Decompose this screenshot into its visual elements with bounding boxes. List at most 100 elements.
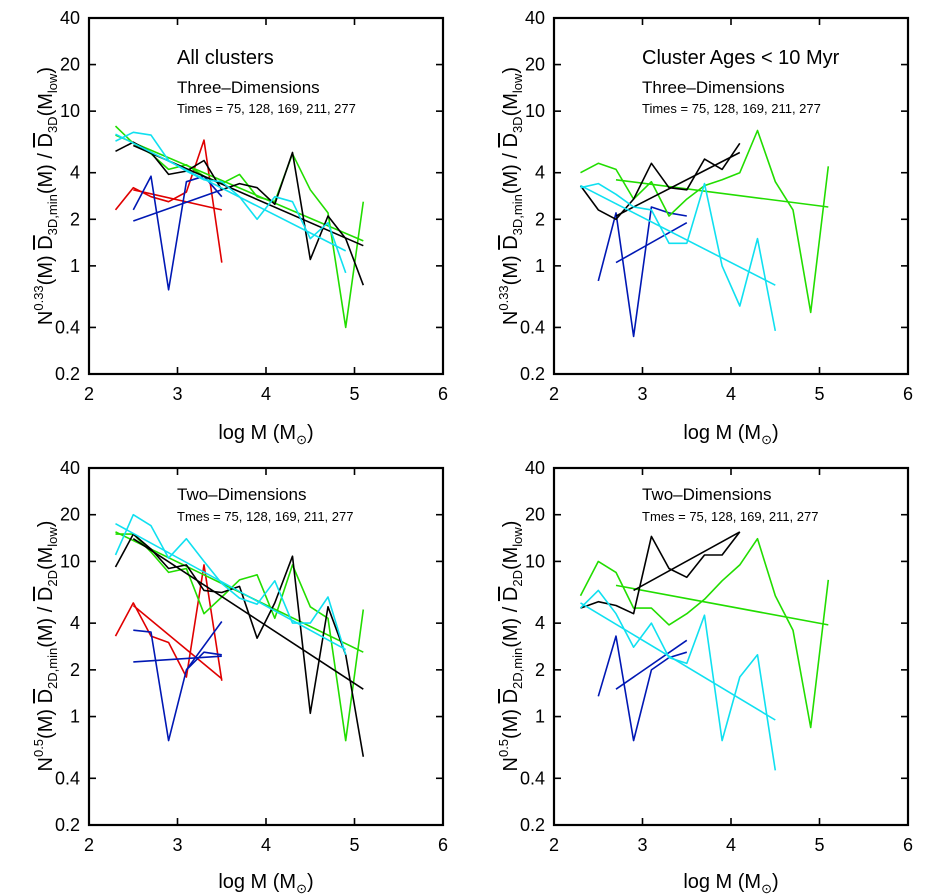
y-tick-label: 0.2 [520, 364, 545, 384]
y-tick-label: 10 [525, 551, 545, 571]
y-axis-label: N0.33(M) D3D,min(M) / D3D(Mlow) [31, 67, 60, 325]
series-black [115, 141, 365, 286]
y-axis-label: N0.33(M) D3D,min(M) / D3D(Mlow) [496, 67, 525, 325]
series-black-fit [132, 538, 364, 690]
series-green-fit [115, 134, 364, 242]
x-axis-label-close: ) [307, 871, 314, 893]
y-axis-label-close: ) [35, 521, 57, 528]
y-axis-label-n: N [35, 311, 57, 325]
y-tick-label: 0.2 [55, 364, 80, 384]
x-tick-label: 4 [726, 384, 736, 404]
y-axis-label-close: ) [35, 67, 57, 74]
y-axis-label-exp: 0.5 [496, 739, 511, 757]
y-tick-label: 40 [525, 8, 545, 28]
y-axis-label-sub1: 3D,min [45, 194, 60, 235]
x-axis-label: log M (M⊙) [218, 422, 313, 447]
y-axis-label-dbar: D [500, 235, 522, 249]
y-tick-label: 4 [70, 613, 80, 633]
x-axis-label-sun: ⊙ [296, 432, 307, 447]
x-axis-label-close: ) [772, 871, 779, 893]
x-axis-label: log M (M⊙) [683, 871, 778, 894]
x-tick-label: 5 [814, 384, 824, 404]
panel-top-left: 2 3 4 5 6 0.2 0.4 1 2 4 10 20 40 All clusters Three–… [31, 8, 448, 447]
y-tick-label: 2 [70, 209, 80, 229]
y-tick-label: 20 [60, 505, 80, 525]
x-tick-label: 6 [903, 384, 913, 404]
series-blue-fit [133, 189, 223, 222]
series-black [579, 142, 741, 221]
y-tick-label: 4 [535, 163, 545, 183]
x-tick-label: 5 [814, 835, 824, 855]
y-axis-label-sub2: 3D [45, 116, 60, 133]
y-tick-label: 0.2 [520, 815, 545, 835]
series-green-fit [615, 584, 829, 626]
y-axis-label-sub2: 2D [45, 570, 60, 587]
x-axis-label-sun: ⊙ [296, 881, 307, 894]
x-axis-label: log M (M⊙) [683, 422, 778, 447]
y-axis-label-sub3: low [45, 527, 60, 547]
series-red [114, 564, 223, 681]
panel-top-right: 2 3 4 5 6 0.2 0.4 1 2 4 10 20 40 Cluster Ages < 10 M… [496, 8, 913, 447]
x-axis-label-text: log M (M [218, 422, 296, 444]
y-axis-label-exp: 0.33 [31, 285, 46, 310]
y-axis-label-sub2: 3D [510, 116, 525, 133]
y-axis-label-exp: 0.33 [496, 285, 511, 310]
y-axis-label-end: (M [35, 547, 57, 570]
y-axis-label-close: ) [500, 67, 522, 74]
plot-frame [87, 466, 445, 827]
series-red [114, 139, 223, 263]
series-green-fit [615, 179, 829, 208]
y-tick-label: 1 [535, 256, 545, 276]
y-tick-label: 4 [535, 613, 545, 633]
y-axis-label-mid: (M) [35, 250, 57, 286]
panel-subtitle: Two–Dimensions [177, 485, 306, 504]
x-axis-label-sun: ⊙ [761, 432, 772, 447]
series-black [114, 533, 365, 757]
series-cyan [580, 182, 777, 332]
y-axis-label-mid: (M) [500, 250, 522, 286]
panel-note: Tmes = 75, 128, 169, 211, 277 [642, 509, 818, 524]
y-tick-label: 2 [70, 660, 80, 680]
y-axis-label-dbar: D [500, 689, 522, 703]
series-red-fit [132, 604, 223, 680]
y-tick-label: 40 [60, 8, 80, 28]
y-tick-label: 1 [70, 707, 80, 727]
series-green [579, 537, 830, 729]
series-black-fit [633, 531, 741, 592]
series-cyan-fit [115, 133, 347, 252]
x-axis-label-text: log M (M [683, 871, 761, 893]
x-axis-label-sun: ⊙ [761, 881, 772, 894]
series-cyan [579, 589, 777, 771]
x-tick-label: 4 [261, 835, 271, 855]
x-tick-label: 2 [84, 384, 94, 404]
y-axis-label-mid2: (M) / [35, 147, 57, 194]
series-blue [597, 635, 688, 742]
x-tick-label: 2 [549, 384, 559, 404]
y-tick-label: 1 [70, 256, 80, 276]
x-tick-label: 4 [261, 384, 271, 404]
series-cyan-fit [115, 522, 347, 651]
series-cyan-fit [580, 602, 776, 721]
y-axis-label-sub1: 2D,min [510, 648, 525, 689]
y-axis-label-sub3: low [45, 73, 60, 93]
x-tick-label: 2 [84, 835, 94, 855]
series-cyan [115, 131, 347, 274]
y-tick-label: 0.2 [55, 815, 80, 835]
series-green [115, 533, 365, 742]
y-axis-label-mid2: (M) / [500, 147, 522, 194]
y-tick-label: 20 [525, 505, 545, 525]
x-tick-label: 3 [172, 835, 182, 855]
series-black [580, 531, 741, 615]
y-tick-label: 40 [60, 458, 80, 478]
y-axis-label-sub1: 2D,min [45, 648, 60, 689]
plot-frame [552, 466, 910, 827]
series-cyan [114, 513, 347, 656]
y-axis-label-end: (M [500, 547, 522, 570]
y-tick-label: 20 [525, 55, 545, 75]
panel-bottom-left: 2 3 4 5 6 0.2 0.4 1 2 4 10 20 40 Two–Dimensions Tmes… [31, 458, 448, 894]
y-tick-label: 0.4 [520, 768, 545, 788]
y-tick-label: 10 [60, 551, 80, 571]
y-axis-label-sub1: 3D,min [510, 194, 525, 235]
y-axis-label-dbar2: D [35, 587, 57, 601]
panel-note: Times = 75, 128, 169, 211, 277 [642, 101, 821, 116]
